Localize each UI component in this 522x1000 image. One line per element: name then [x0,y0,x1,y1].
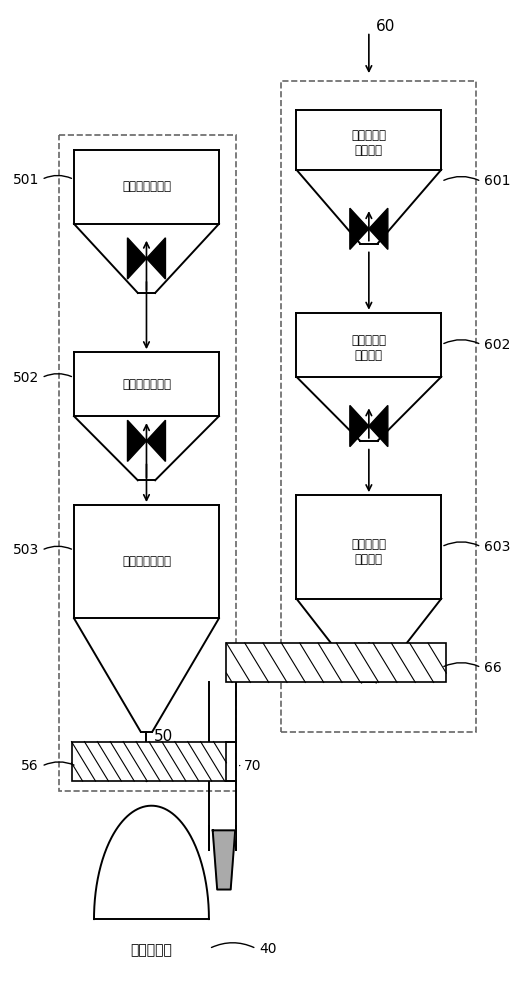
Text: 66: 66 [484,661,502,675]
Text: 熔融气化炉: 熔融气化炉 [130,944,172,958]
Polygon shape [212,830,235,890]
Polygon shape [369,208,388,249]
Polygon shape [147,238,165,279]
Text: 50: 50 [154,729,173,744]
Text: 501: 501 [13,173,39,187]
Bar [227,643,446,682]
Text: 70: 70 [244,759,262,773]
Text: 603: 603 [484,540,510,554]
Polygon shape [127,238,147,279]
Text: 56: 56 [21,759,39,773]
Polygon shape [147,420,165,461]
Text: 503: 503 [13,543,39,557]
Polygon shape [127,420,147,461]
Text: 还原材料储料仓: 还原材料储料仓 [122,180,171,193]
Text: 块状含碳材
料装料仓: 块状含碳材 料装料仓 [351,538,386,566]
Text: 还原材料中间仓: 还原材料中间仓 [122,378,171,391]
Polygon shape [350,208,369,249]
Text: 块状含碳材
料储料仓: 块状含碳材 料储料仓 [351,129,386,157]
Polygon shape [369,405,388,447]
Text: 还原材料装料仓: 还原材料装料仓 [122,555,171,568]
Text: 601: 601 [484,174,511,188]
Text: 502: 502 [13,371,39,385]
Bar [72,742,227,781]
Text: 602: 602 [484,338,510,352]
Text: 60: 60 [376,19,396,34]
Text: 块状含碳材
料中间仓: 块状含碳材 料中间仓 [351,334,386,362]
Text: 40: 40 [259,942,277,956]
Polygon shape [350,405,369,447]
